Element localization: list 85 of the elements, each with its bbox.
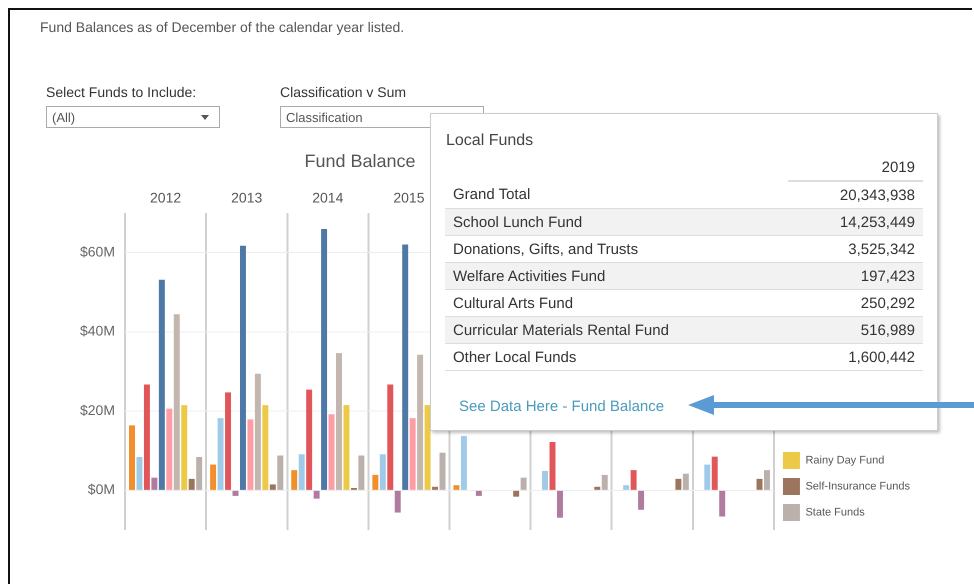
bar <box>542 470 548 490</box>
legend-label: Rainy Day Fund <box>805 454 884 467</box>
chart-title: Fund Balance <box>304 150 416 171</box>
bar <box>151 478 158 490</box>
bar <box>321 229 328 490</box>
legend-label: Self-Insurance Funds <box>805 480 910 493</box>
y-tick-label: $60M <box>80 243 116 260</box>
bar <box>328 414 335 490</box>
bar <box>358 455 364 490</box>
annotation: School Lunch Fund <box>452 212 584 232</box>
x-tick-label: 2013 <box>231 189 262 206</box>
bar <box>704 464 710 490</box>
bar <box>188 478 195 490</box>
bar <box>136 457 142 490</box>
annotation: Donations, Gifts, and Trusts <box>452 240 640 260</box>
bar <box>440 452 446 490</box>
bar <box>166 408 172 490</box>
bar <box>247 419 254 490</box>
bar <box>424 405 431 490</box>
x-tick-label: 2015 <box>393 189 425 206</box>
bar <box>453 485 460 490</box>
y-tick-label: $20M <box>80 402 116 418</box>
bar <box>380 454 386 490</box>
bar <box>218 418 224 490</box>
text: Classification v Sum <box>280 84 406 100</box>
bar <box>675 478 682 490</box>
legend-label: State Funds <box>805 506 866 519</box>
bar <box>291 470 298 490</box>
bar <box>550 442 556 490</box>
annotation: See Data Here - Fund Balance <box>459 398 664 415</box>
x-tick-label: 2014 <box>312 189 344 206</box>
bar <box>623 485 630 490</box>
bar <box>520 478 527 490</box>
bar <box>210 464 216 490</box>
bar <box>630 470 637 490</box>
bar <box>314 490 320 499</box>
bar <box>254 374 261 490</box>
bar <box>387 384 394 490</box>
bar <box>712 456 718 490</box>
bar <box>225 392 232 490</box>
bar <box>343 405 350 490</box>
text: 2019 <box>882 158 915 176</box>
bar <box>460 436 467 490</box>
bar <box>144 384 150 490</box>
annotation: Cultural Arts Fund <box>452 294 574 314</box>
bar <box>174 314 180 490</box>
table-row: Other Local Funds 1,600,442 <box>445 344 923 370</box>
bar <box>262 405 268 490</box>
y-tick-label: $0M <box>88 481 116 498</box>
bar <box>410 418 416 490</box>
bar <box>158 280 165 490</box>
bar <box>432 486 438 490</box>
bar <box>277 455 284 490</box>
y-tick-label: $40M <box>80 322 116 339</box>
bar <box>682 474 689 490</box>
text: Local Funds <box>446 132 534 150</box>
annotation: Other Local Funds <box>452 348 578 368</box>
bar <box>764 470 770 490</box>
bar <box>306 390 312 490</box>
bar <box>372 474 378 490</box>
bar <box>556 490 563 518</box>
annotation: Welfare Activities Fund <box>452 266 606 286</box>
bar <box>756 478 762 490</box>
bar <box>476 490 482 496</box>
annotation: Curricular Materials Rental Fund <box>452 320 670 340</box>
bar <box>513 490 520 497</box>
bar <box>402 244 408 490</box>
x-tick-label: 2012 <box>150 189 182 206</box>
bar <box>417 354 424 490</box>
bar <box>298 454 305 490</box>
bar <box>394 490 401 513</box>
bar <box>336 353 342 490</box>
bar <box>181 405 188 490</box>
bar <box>594 486 600 490</box>
dropdown-field: (All) <box>46 106 220 128</box>
chart-subtitle: Fund Balances as of December of the calendar year listed. <box>40 19 404 35</box>
bar <box>129 425 135 490</box>
bar <box>232 490 238 496</box>
bar <box>270 484 276 490</box>
bar <box>719 490 726 517</box>
bar <box>240 246 246 490</box>
text: Select Funds to Include: <box>46 84 196 100</box>
bar <box>196 457 202 490</box>
bar <box>602 474 608 490</box>
bar <box>638 490 644 510</box>
